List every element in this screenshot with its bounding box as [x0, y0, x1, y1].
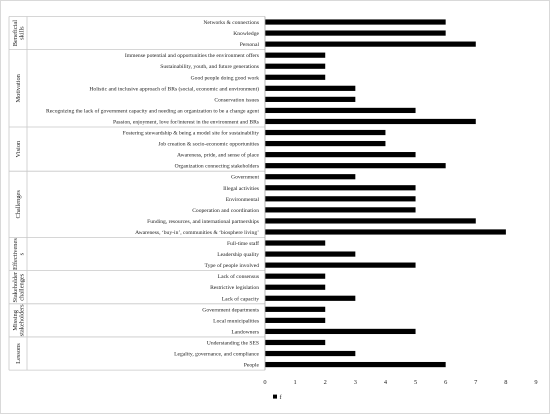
- group-label: Stakeholderchallenges: [12, 271, 26, 302]
- category-label: Holistic and inclusive approach of BRs (…: [89, 85, 259, 92]
- bar: [265, 251, 356, 257]
- x-tick-label: 6: [444, 379, 447, 386]
- category-label: Awareness, ‘buy-in’, communities & ‘bios…: [135, 229, 259, 236]
- legend-swatch: [273, 394, 277, 399]
- bar: [265, 229, 506, 235]
- group-label: Lessons: [15, 343, 22, 364]
- category-label: Government: [231, 175, 259, 181]
- category-label: Illegal activities: [223, 186, 259, 192]
- category-label: Immense potential and opportunities the …: [125, 52, 259, 59]
- category-label: Lack of consensus: [218, 273, 259, 280]
- category-label: Networks & connections: [203, 20, 259, 26]
- category-label: Funding, resources, and international pa…: [147, 219, 259, 225]
- group-label: Vision: [15, 140, 22, 157]
- x-tick-label: 1: [294, 379, 297, 386]
- bar: [265, 74, 326, 80]
- bar: [265, 196, 416, 202]
- bar: [265, 295, 356, 301]
- category-label: Passion, enjoyment, love for/interest in…: [113, 118, 259, 125]
- bar: [265, 52, 326, 58]
- x-axis: 0 1 2 3 4 5 6 7 8 9: [263, 16, 538, 386]
- category-label: Legality, governance, and compliance: [174, 352, 259, 358]
- category-label: Sustainability, youth, and future genera…: [160, 63, 259, 70]
- x-tick-label: 7: [474, 379, 478, 386]
- bar: [265, 96, 356, 102]
- category-label: Personal: [240, 42, 260, 48]
- x-tick-label: 5: [414, 379, 417, 386]
- category-label: Recognizing the lack of government capac…: [46, 107, 259, 114]
- bar: [265, 41, 476, 47]
- bar: [265, 140, 386, 147]
- category-label: People: [244, 363, 260, 369]
- bar: [265, 361, 446, 368]
- category-label: Job creation & socio-economic opportunit…: [158, 142, 259, 148]
- category-label: Good people doing good work: [191, 75, 260, 81]
- group-labels: Beneficialskills Motivation Vision Challeng…: [12, 20, 26, 364]
- category-label: Type of people involved: [205, 262, 260, 269]
- group-separators: [8, 16, 265, 371]
- category-label: Organization connecting stakeholders: [175, 164, 259, 170]
- bar: [265, 163, 446, 169]
- bar: [265, 118, 476, 125]
- legend-label: f: [280, 394, 283, 401]
- bars: [265, 19, 506, 368]
- category-label: Awareness, pride, and sense of place: [177, 152, 259, 159]
- group-label: Beneficialskills: [12, 20, 26, 46]
- category-label: Lack of capacity: [222, 295, 259, 302]
- bar: [265, 218, 476, 224]
- bar: [265, 19, 446, 25]
- bar: [265, 129, 386, 136]
- category-label: Cooperation and coordination: [192, 208, 259, 214]
- category-label: Fostering stewardship & being a model si…: [123, 130, 260, 137]
- x-tick-label: 2: [324, 379, 327, 386]
- group-label: Effectiveness: [12, 238, 26, 270]
- group-label: Missingstakeholders: [12, 304, 26, 336]
- bar: [265, 317, 326, 323]
- x-tick-label: 3: [354, 379, 357, 386]
- bar: [265, 339, 326, 346]
- category-labels: Networks & connections Knowledge Personal I…: [46, 20, 260, 369]
- bar: [265, 207, 416, 213]
- bar: [265, 30, 446, 36]
- category-label: Knowledge: [233, 31, 259, 37]
- bar: [265, 262, 416, 268]
- group-label: Challenges: [15, 190, 22, 219]
- bar: [265, 284, 326, 290]
- category-label: Conservation issues: [214, 97, 259, 103]
- category-label: Local municipalities: [213, 318, 259, 324]
- bar: [265, 185, 416, 191]
- legend: f: [273, 394, 283, 401]
- bar: [265, 328, 416, 335]
- category-label: Environmental: [226, 197, 260, 203]
- bar: [265, 85, 356, 91]
- bar: [265, 273, 326, 279]
- group-label: Motivation: [15, 73, 22, 102]
- bar: [265, 240, 326, 246]
- bar: [265, 152, 416, 158]
- x-tick-label: 0: [263, 379, 266, 386]
- x-tick-label: 9: [534, 379, 537, 386]
- bar: [265, 107, 416, 114]
- bar: [265, 306, 326, 312]
- category-label: Full-time staff: [227, 240, 259, 247]
- x-tick-label: 8: [504, 379, 507, 386]
- category-label: Restrictive legislation: [210, 285, 259, 291]
- category-label: Government departments: [202, 307, 259, 313]
- x-tick-label: 4: [384, 379, 388, 386]
- bar: [265, 63, 326, 69]
- bar: [265, 174, 356, 180]
- bar: [265, 350, 356, 357]
- category-label: Leadership quality: [217, 252, 259, 258]
- category-label: Landowners: [231, 329, 259, 335]
- category-label: Understanding the SES: [207, 340, 259, 346]
